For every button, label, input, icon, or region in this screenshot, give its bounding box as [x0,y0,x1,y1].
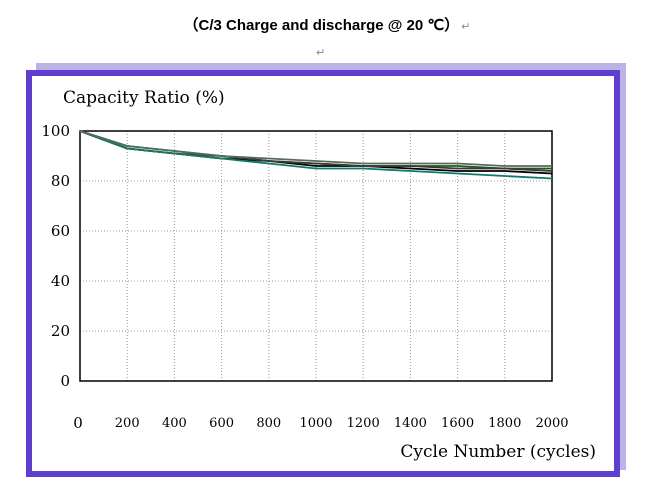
y-tick-label: 0 [60,372,70,390]
y-tick-label: 40 [51,272,70,290]
y-tick-label: 20 [51,322,70,340]
chart-frame [26,70,620,477]
paragraph-mark: ↵ [461,21,471,33]
x-tick-label: 2000 [535,416,568,431]
y-tick-label: 60 [51,222,70,240]
x-tick-label: 600 [209,416,234,431]
series-layer [79,130,553,180]
x-tick-label: 1000 [299,416,332,431]
chart-title: （C/3 Charge and discharge @ 20 ℃） ↵ [183,17,471,34]
paragraph-mark: ↵ [316,46,326,59]
x-axis-title: Cycle Number (cycles) [400,442,596,462]
x-tick-label: 1200 [347,416,380,431]
y-axis-title: Capacity Ratio (%) [63,88,225,108]
x-tick-label: 1600 [441,416,474,431]
x-tick-label: 0 [73,414,83,432]
plot-border [79,130,553,382]
series-line [79,130,553,180]
x-tick-label: 1800 [488,416,521,431]
x-tick-label: 1400 [394,416,427,431]
y-tick-label: 80 [51,172,70,190]
x-tick-label: 800 [256,416,281,431]
x-tick-label: 400 [162,416,187,431]
series-line [79,130,552,167]
y-tick-label: 100 [41,122,70,140]
grid-layer [79,130,553,382]
x-tick-label: 200 [115,416,140,431]
